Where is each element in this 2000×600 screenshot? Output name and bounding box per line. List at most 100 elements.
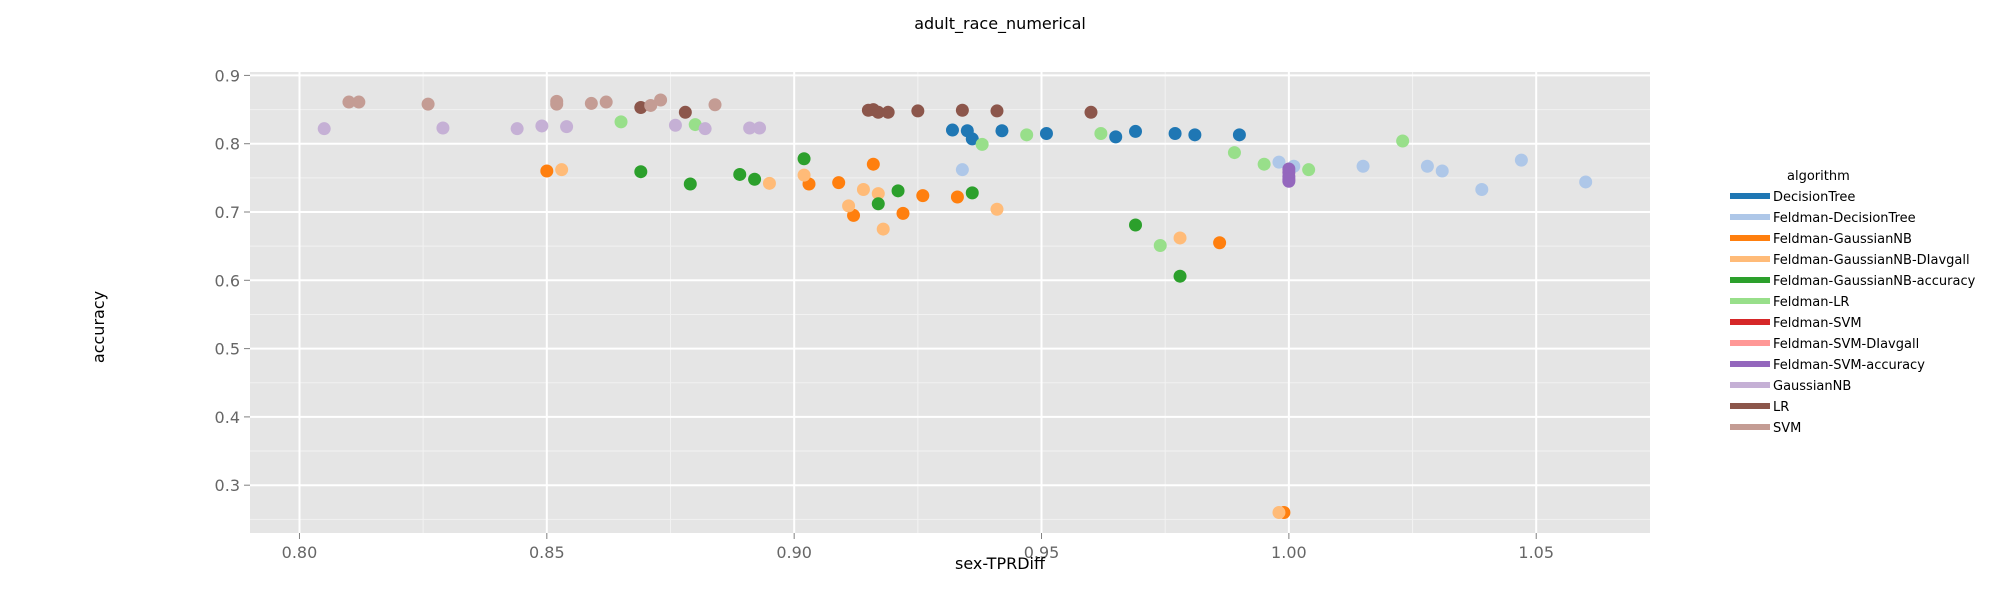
y-tick-label: 0.5 [215, 340, 240, 359]
y-tick-label: 0.8 [215, 135, 240, 154]
data-point [896, 206, 910, 220]
data-point [733, 167, 747, 181]
legend-swatch [1730, 277, 1770, 283]
legend-swatch [1730, 403, 1770, 409]
x-tick-label: 0.90 [776, 543, 812, 562]
data-point [762, 176, 776, 190]
data-point [797, 168, 811, 182]
data-point [1129, 124, 1143, 138]
data-point [1302, 163, 1316, 177]
data-point [1257, 157, 1271, 171]
data-point [421, 97, 435, 111]
x-tick-label: 0.85 [529, 543, 565, 562]
y-axis-title: accuracy [89, 291, 108, 363]
legend-swatch [1730, 256, 1770, 262]
data-point [856, 182, 870, 196]
legend-swatch [1730, 298, 1770, 304]
data-point [797, 152, 811, 166]
data-point [1396, 134, 1410, 148]
data-point [1039, 126, 1053, 140]
data-point [634, 165, 648, 179]
legend-entry-label: Feldman-GaussianNB-accuracy [1773, 274, 1976, 289]
data-point [955, 163, 969, 177]
data-point [1213, 236, 1227, 250]
legend-entry-label: Feldman-DecisionTree [1773, 211, 1916, 226]
x-axis-title: sex-TPRDiff [955, 554, 1046, 573]
data-point [1153, 238, 1167, 252]
y-tick-label: 0.7 [215, 203, 240, 222]
legend-swatch [1730, 235, 1770, 241]
legend-entry-label: SVM [1773, 421, 1801, 436]
data-point [1227, 146, 1241, 160]
x-tick-label: 0.80 [282, 543, 318, 562]
data-point [748, 172, 762, 186]
data-point [352, 95, 366, 109]
legend: algorithm DecisionTree Feldman-DecisionTr… [1730, 169, 1976, 436]
data-point [668, 118, 682, 132]
data-point [1109, 130, 1123, 144]
data-point [555, 163, 569, 177]
data-point [753, 121, 767, 135]
minor-gridlines [250, 72, 1650, 533]
major-gridlines [250, 72, 1650, 533]
data-point [688, 118, 702, 132]
legend-swatch [1730, 424, 1770, 430]
data-point [842, 199, 856, 213]
y-axis: 0.3 0.4 0.5 0.6 0.7 0.8 0.9 [215, 66, 250, 495]
legend-swatch [1730, 340, 1770, 346]
data-point [584, 96, 598, 110]
data-point [955, 103, 969, 117]
data-point [891, 184, 905, 198]
legend-entry-label: Feldman-LR [1773, 295, 1849, 310]
series-feldman-gaussiannb-accuracy [634, 152, 1187, 283]
legend-entry-label: Feldman-GaussianNB [1773, 232, 1912, 247]
series-decisiontree [945, 123, 1246, 146]
x-tick-label: 1.00 [1271, 543, 1307, 562]
data-point [540, 164, 554, 178]
series-feldman-svm-accuracy [1282, 162, 1296, 188]
y-tick-label: 0.3 [215, 476, 240, 495]
data-point [990, 202, 1004, 216]
data-point [1435, 164, 1449, 178]
data-point [1514, 153, 1528, 167]
data-point [1094, 126, 1108, 140]
data-point [1272, 506, 1286, 520]
data-point [911, 104, 925, 118]
series-svm [342, 93, 722, 112]
legend-swatch [1730, 361, 1770, 367]
data-point [698, 122, 712, 136]
x-tick-label: 0.95 [1024, 543, 1060, 562]
data-point [847, 208, 861, 222]
chart-title: adult_race_numerical [914, 14, 1086, 34]
plot-area [250, 72, 1650, 533]
y-tick-label: 0.6 [215, 271, 240, 290]
legend-entry-label: Feldman-GaussianNB-DIavgall [1773, 253, 1970, 268]
data-points [317, 93, 1593, 520]
data-point [1188, 128, 1202, 142]
data-point [743, 121, 757, 135]
data-point [678, 105, 692, 119]
data-point [1475, 182, 1489, 196]
data-point [1020, 128, 1034, 142]
y-tick-label: 0.4 [215, 408, 240, 427]
data-point [1356, 159, 1370, 173]
data-point [881, 105, 895, 119]
data-point [599, 95, 613, 109]
data-point [871, 187, 885, 201]
data-point [436, 121, 450, 135]
data-point [634, 101, 648, 115]
data-point [1420, 159, 1434, 173]
series-lr [634, 101, 1098, 119]
data-point [871, 197, 885, 211]
data-point [560, 120, 574, 134]
data-point [1282, 162, 1296, 176]
legend-entry-label: Feldman-SVM-DIavgall [1773, 337, 1919, 352]
data-point [1282, 172, 1296, 186]
data-point [832, 176, 846, 190]
data-point [510, 122, 524, 136]
x-tick-label: 1.05 [1518, 543, 1554, 562]
series-feldman-lr [614, 115, 1410, 252]
data-point [1084, 105, 1098, 119]
legend-entry-label: Feldman-SVM [1773, 316, 1862, 331]
data-point [614, 115, 628, 129]
